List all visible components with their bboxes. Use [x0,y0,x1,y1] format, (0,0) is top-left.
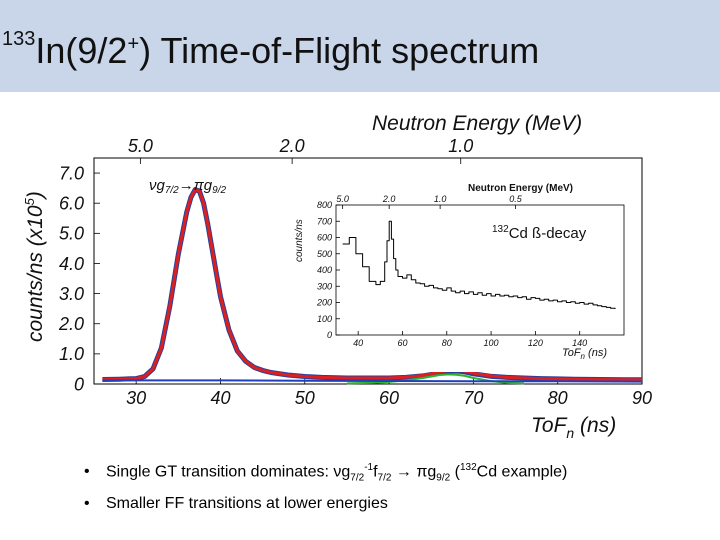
top-tick-label: 0.5 [509,194,523,204]
bullet-item: • Smaller FF transitions at lower energie… [84,491,567,516]
top-tick-label: 2.0 [279,136,305,156]
y-tick-label: 800 [317,200,332,210]
y-tick-label: 7.0 [59,163,84,183]
y-tick-label: 1.0 [59,344,84,364]
inset-series-group [342,220,616,309]
x-tick-label: 100 [484,338,499,348]
x-tick-label: 70 [463,388,483,408]
y-tick-label: 3.0 [59,284,84,304]
y-axis-label: counts/ns (x105) [22,191,47,342]
y-tick-label: 300 [317,281,332,291]
main-tick-labels: 30 40 50 60 70 80 90 0 1.0 2.0 3.0 4.0 5.0 6.0 7.0 5.0 2… [58,136,652,408]
y-tick-label: 5.0 [59,224,84,244]
slide-title: 133In(9/2+) Time-of-Flight spectrum [2,28,540,72]
x-tick-label: 120 [528,338,543,348]
y-tick-label: 6.0 [59,194,84,214]
title-charge-sign: + [127,33,140,55]
inset-x-axis-label: ToFn (ns) [562,347,607,361]
series-line-background [102,379,643,383]
y-tick-label: 500 [317,249,332,259]
title-rest: ) Time-of-Flight spectrum [139,30,540,71]
x-tick-label: 60 [379,388,399,408]
top-tick-label: 1.0 [434,194,447,204]
x-tick-label: 80 [548,388,568,408]
x-tick-label: 40 [353,338,363,348]
bullet-dot-icon: • [84,463,90,481]
main-series-group [102,187,643,385]
x-tick-label: 30 [126,388,146,408]
x-tick-label: 60 [397,338,407,348]
peak-annotation: νg7/2→πg9/2 [149,177,226,196]
bullet-dot-icon: • [84,494,90,512]
x-tick-label: 40 [210,388,230,408]
y-tick-label: 100 [317,314,332,324]
y-tick-label: 200 [316,298,332,308]
y-tick-label: 400 [317,265,332,275]
x-tick-label: 80 [442,338,452,348]
series-line-fit-total [102,188,642,382]
top-tick-label: 1.0 [448,136,473,156]
x-tick-label: 90 [632,388,652,408]
y-tick-label: 700 [317,216,332,226]
inset-tick-labels: 40 60 80 100 120 140 0 100 200 300 400 500 600 700 800… [316,194,587,348]
series-line-132cd-data [342,220,616,309]
bullet-list: • Single GT transition dominates: νg7/2-1… [84,455,567,516]
inset-background [286,182,628,372]
y-tick-label: 4.0 [59,254,84,274]
top-tick-label: 5.0 [128,136,153,156]
y-tick-label: 0 [74,374,84,394]
main-plot-frame [93,157,643,385]
title-band [0,0,720,92]
title-mass-number: 133 [2,28,36,50]
bullet-item: • Single GT transition dominates: νg7/2-1… [84,455,567,491]
x-tick-label: 140 [572,338,587,348]
y-tick-label: 2.0 [58,314,84,334]
inset-title: Neutron Energy (MeV) [468,183,573,194]
top-axis-label: Neutron Energy (MeV) [372,112,582,135]
x-axis-label: ToFn (ns) [531,414,616,441]
y-tick-label: 600 [317,233,332,243]
inset-ticks [336,204,581,336]
inset-decay-annotation: 132Cd ß-decay [492,224,587,242]
top-tick-label: 2.0 [382,194,396,204]
x-tick-label: 50 [295,388,315,408]
top-tick-label: 5.0 [336,194,349,204]
y-tick-label: 0 [327,330,332,340]
title-element: In(9/2 [35,30,128,71]
inset-y-axis-label: counts/ns [294,219,305,262]
